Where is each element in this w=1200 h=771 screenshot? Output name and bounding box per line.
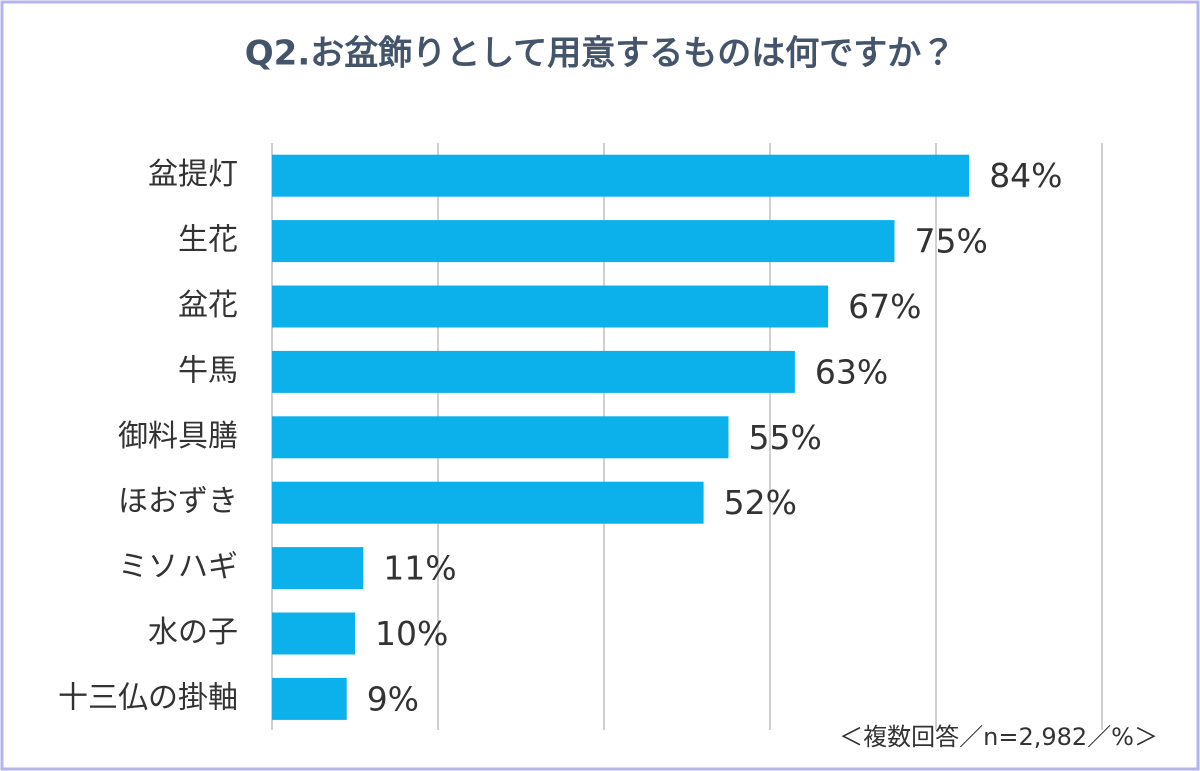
bar (272, 220, 895, 263)
value-label: 10% (375, 614, 448, 653)
y-tick-label: 盆花 (178, 288, 238, 323)
y-tick-label: 牛馬 (178, 353, 238, 388)
y-tick-label: 盆提灯 (148, 157, 238, 192)
bar (272, 350, 795, 393)
bar (272, 677, 347, 720)
value-label: 52% (724, 483, 797, 522)
chart-title: Q2.お盆飾りとして用意するものは何ですか？ (245, 34, 955, 74)
bar (272, 154, 970, 197)
y-tick-label: 生花 (178, 223, 238, 258)
y-tick-label: 水の子 (148, 615, 238, 650)
bar (272, 481, 704, 524)
y-tick-label: ほおずき (118, 484, 238, 519)
bar (272, 547, 364, 590)
value-label: 55% (749, 418, 822, 457)
value-label: 63% (815, 352, 888, 391)
bar (272, 285, 829, 328)
bar (272, 416, 729, 459)
value-label: 75% (915, 222, 988, 261)
value-label: 67% (848, 287, 921, 326)
y-tick-label: 御料具膳 (118, 419, 238, 454)
bar (272, 612, 355, 655)
value-label: 11% (383, 549, 456, 588)
value-label: 9% (367, 679, 419, 718)
y-tick-label: 十三仏の掛軸 (58, 680, 238, 715)
value-label: 84% (989, 156, 1062, 195)
note: ＜複数回答／n=2,982／%＞ (839, 723, 1158, 751)
y-tick-label: ミソハギ (118, 550, 238, 585)
